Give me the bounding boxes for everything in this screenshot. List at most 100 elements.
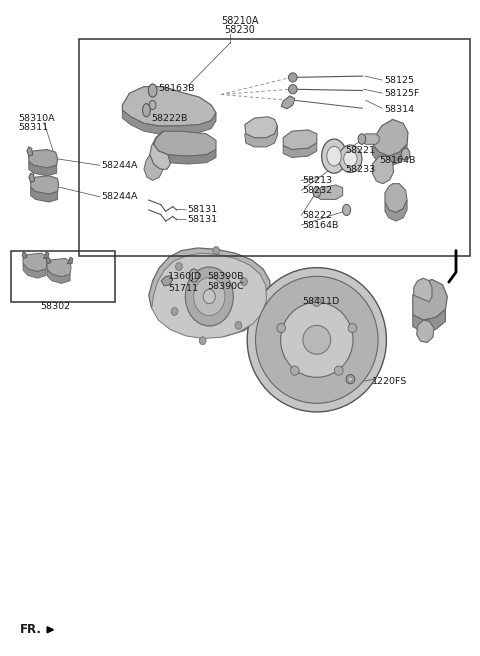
Polygon shape: [43, 252, 49, 258]
Ellipse shape: [401, 148, 410, 160]
Polygon shape: [161, 276, 173, 286]
Text: FR.: FR.: [20, 623, 42, 636]
Text: 58314: 58314: [384, 105, 414, 114]
Ellipse shape: [199, 337, 206, 344]
Ellipse shape: [346, 375, 355, 384]
Ellipse shape: [281, 302, 353, 377]
Polygon shape: [149, 248, 271, 337]
Polygon shape: [122, 87, 216, 126]
Text: 58125: 58125: [384, 75, 414, 85]
Ellipse shape: [290, 366, 299, 375]
Ellipse shape: [189, 269, 199, 282]
Text: 58411D: 58411D: [302, 297, 340, 306]
Polygon shape: [67, 257, 73, 264]
Polygon shape: [283, 130, 317, 150]
Text: 58244A: 58244A: [101, 161, 137, 170]
Ellipse shape: [288, 73, 297, 82]
Ellipse shape: [149, 100, 156, 110]
Ellipse shape: [247, 268, 386, 412]
Ellipse shape: [358, 134, 366, 144]
Ellipse shape: [192, 272, 196, 279]
Bar: [79, 39, 470, 256]
Text: 58233: 58233: [346, 165, 376, 174]
Text: 1360JD: 1360JD: [168, 272, 202, 281]
Text: 58222: 58222: [302, 211, 332, 220]
Polygon shape: [144, 155, 163, 180]
Ellipse shape: [348, 377, 352, 381]
Polygon shape: [27, 147, 33, 156]
Text: 58164B: 58164B: [302, 220, 339, 230]
Polygon shape: [245, 117, 277, 138]
Polygon shape: [152, 253, 266, 338]
Ellipse shape: [303, 325, 331, 354]
Text: 58125F: 58125F: [384, 89, 420, 98]
Text: 58210A: 58210A: [221, 16, 259, 26]
Text: 58163B: 58163B: [158, 84, 195, 93]
Polygon shape: [29, 150, 58, 168]
Polygon shape: [245, 126, 277, 147]
Ellipse shape: [322, 139, 347, 173]
Polygon shape: [373, 119, 408, 156]
Polygon shape: [22, 252, 27, 258]
Polygon shape: [372, 156, 394, 184]
Polygon shape: [29, 173, 35, 182]
Text: 58221: 58221: [346, 146, 375, 155]
Polygon shape: [362, 134, 379, 144]
Ellipse shape: [288, 85, 297, 94]
Ellipse shape: [312, 297, 321, 306]
Bar: [11, 251, 115, 302]
Text: 58131: 58131: [187, 205, 217, 215]
Ellipse shape: [240, 277, 247, 285]
Ellipse shape: [213, 247, 219, 255]
Text: 58164B: 58164B: [379, 156, 416, 165]
Polygon shape: [31, 176, 59, 194]
Ellipse shape: [344, 151, 357, 167]
Polygon shape: [372, 144, 407, 167]
Polygon shape: [154, 144, 216, 164]
Ellipse shape: [143, 104, 150, 117]
Polygon shape: [281, 96, 295, 109]
Ellipse shape: [185, 267, 233, 326]
Text: 58131: 58131: [187, 215, 217, 224]
Ellipse shape: [204, 289, 215, 304]
Text: 58390C: 58390C: [207, 282, 244, 291]
Ellipse shape: [171, 308, 178, 316]
Text: 58230: 58230: [225, 24, 255, 35]
Polygon shape: [47, 269, 70, 283]
Polygon shape: [317, 185, 343, 199]
Text: 1220FS: 1220FS: [372, 377, 407, 386]
Polygon shape: [283, 143, 317, 157]
Ellipse shape: [194, 277, 225, 316]
Text: 58311: 58311: [18, 123, 48, 132]
Text: 58213: 58213: [302, 176, 333, 185]
Polygon shape: [47, 258, 71, 277]
Ellipse shape: [348, 323, 357, 333]
Polygon shape: [150, 131, 170, 169]
Polygon shape: [154, 131, 216, 156]
Polygon shape: [122, 110, 216, 134]
Text: 58222B: 58222B: [151, 113, 188, 123]
Ellipse shape: [313, 187, 321, 197]
Ellipse shape: [327, 146, 341, 166]
Text: 51711: 51711: [168, 284, 198, 293]
Ellipse shape: [255, 276, 378, 403]
Polygon shape: [23, 264, 46, 278]
Polygon shape: [31, 188, 58, 202]
Ellipse shape: [277, 323, 286, 333]
Polygon shape: [413, 310, 445, 332]
Text: 58244A: 58244A: [101, 192, 137, 201]
Ellipse shape: [235, 321, 242, 329]
Polygon shape: [29, 161, 57, 176]
Text: 58310A: 58310A: [18, 113, 55, 123]
Text: 58232: 58232: [302, 186, 333, 195]
Ellipse shape: [148, 84, 157, 97]
Ellipse shape: [343, 204, 350, 215]
Ellipse shape: [335, 366, 343, 375]
Polygon shape: [46, 257, 51, 264]
Polygon shape: [385, 184, 407, 213]
Polygon shape: [417, 320, 434, 342]
Polygon shape: [414, 278, 432, 302]
Polygon shape: [413, 279, 447, 320]
Polygon shape: [23, 253, 47, 272]
Text: 58302: 58302: [40, 302, 70, 311]
